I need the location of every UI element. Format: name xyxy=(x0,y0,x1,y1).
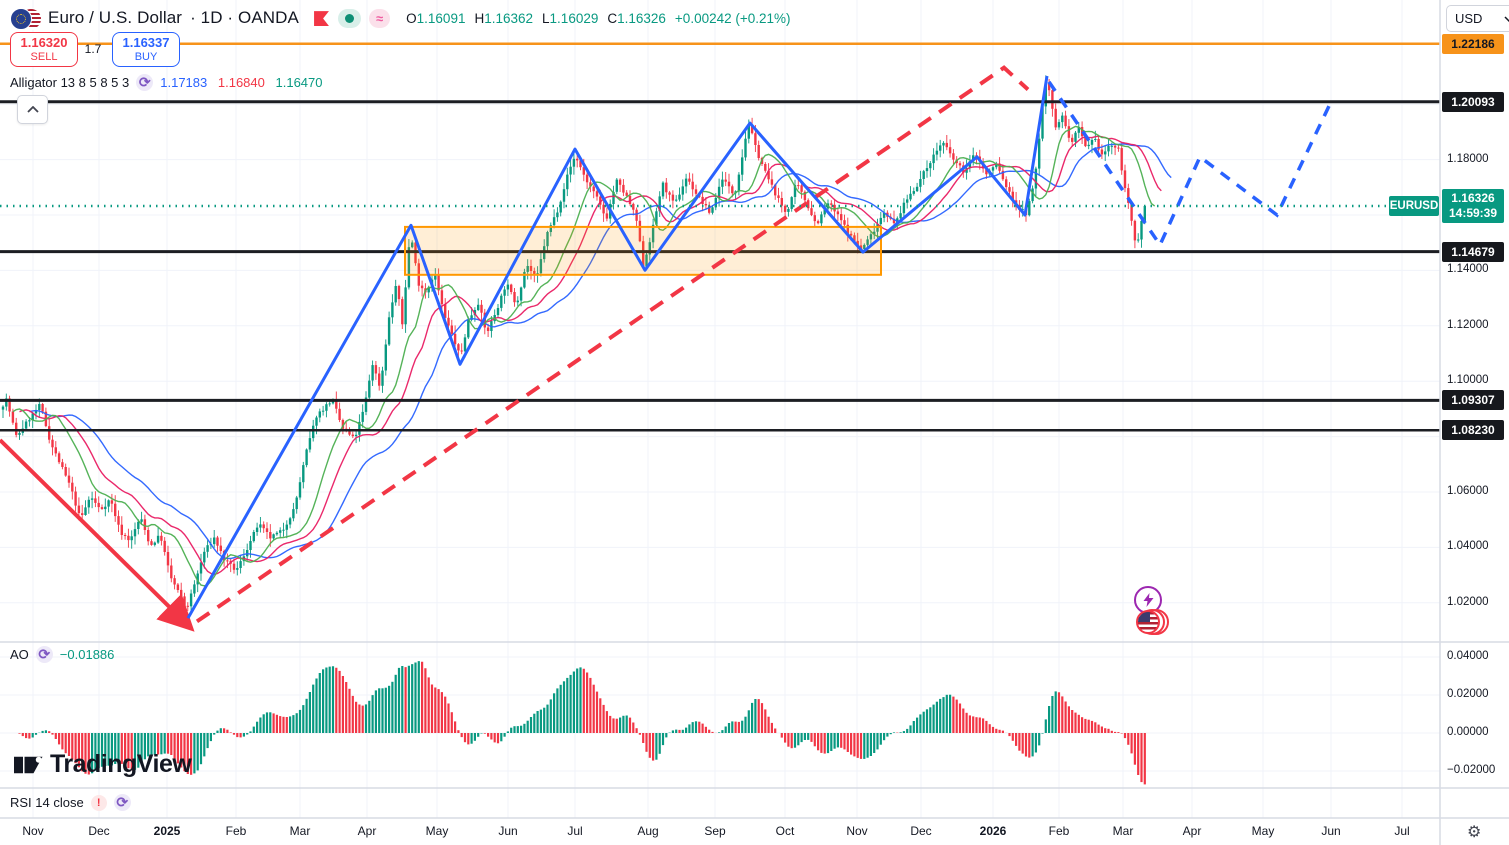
chevron-down-icon xyxy=(1504,15,1509,22)
time-axis-label-2026[interactable]: 2026 xyxy=(979,824,1007,838)
tradingview-watermark: TradingView xyxy=(14,750,192,779)
time-axis-label-Apr[interactable]: Apr xyxy=(1182,824,1202,838)
drawings xyxy=(0,65,1334,632)
time-axis-label-May[interactable]: May xyxy=(425,824,449,838)
alligator-title: Alligator 13 8 5 8 5 3 xyxy=(10,75,130,90)
blue-dashed-projection xyxy=(1047,80,1334,249)
ohlc-readout: O1.16091 H1.16362 L1.16029 C1.16326 +0.0… xyxy=(406,10,791,26)
ao-histogram xyxy=(18,661,1146,785)
time-axis-label-2025[interactable]: 2025 xyxy=(153,824,181,838)
rsi-legend[interactable]: RSI 14 close ! ⟳ xyxy=(10,794,131,811)
time-axis-label-Sep[interactable]: Sep xyxy=(704,824,726,838)
time-axis-label-Jul[interactable]: Jul xyxy=(1394,824,1410,838)
time-axis-label-Mar[interactable]: Mar xyxy=(289,824,311,838)
timeframe-label[interactable]: · 1D · OANDA xyxy=(190,8,299,27)
ao-legend[interactable]: AO ⟳ −0.01886 xyxy=(10,646,114,663)
collapse-pane-button[interactable] xyxy=(17,95,48,124)
ao-title: AO xyxy=(10,647,29,662)
red-impulse-arrow xyxy=(0,438,195,632)
time-axis-label-Jun[interactable]: Jun xyxy=(1321,824,1341,838)
price-label-1.14679[interactable]: 1.14679 xyxy=(1442,241,1504,262)
watermark-brand: TradingView xyxy=(50,750,192,778)
price-tick: 1.14000 xyxy=(1447,263,1489,276)
price-label-1.08230[interactable]: 1.08230 xyxy=(1442,420,1504,441)
rsi-title: RSI 14 close xyxy=(10,795,84,810)
chevron-up-icon xyxy=(26,106,39,113)
time-axis-label-Nov[interactable]: Nov xyxy=(22,824,44,838)
time-axis-label-Jun[interactable]: Jun xyxy=(498,824,518,838)
candlestick-layer xyxy=(1,75,1146,615)
ao-tick: 0.04000 xyxy=(1447,650,1489,662)
buy-button[interactable]: 1.16337 BUY xyxy=(112,32,180,67)
bar-countdown: 14:59:39 xyxy=(1448,206,1498,220)
ao-value: −0.01886 xyxy=(59,647,115,662)
currency-dropdown[interactable]: USD xyxy=(1446,5,1509,32)
price-tick: 1.06000 xyxy=(1447,485,1489,498)
price-label-1.09307[interactable]: 1.09307 xyxy=(1442,390,1504,411)
axis-settings-gear-icon[interactable]: ⚙ xyxy=(1467,824,1482,841)
gridlines xyxy=(0,0,1440,818)
blue-zigzag-wave xyxy=(186,75,1049,619)
time-axis-label-Feb[interactable]: Feb xyxy=(225,824,247,838)
time-axis-label-Dec[interactable]: Dec xyxy=(910,824,932,838)
event-us-flag-icon[interactable] xyxy=(1135,609,1169,635)
current-price-symbol-tag: EURUSD xyxy=(1389,196,1439,216)
alligator-teeth-line xyxy=(19,135,1162,576)
warning-icon[interactable]: ! xyxy=(90,794,107,811)
price-tick: 1.04000 xyxy=(1447,540,1489,553)
alligator-lines xyxy=(12,125,1172,587)
price-label-1.16326[interactable]: 1.16326 14:59:39 xyxy=(1442,189,1504,223)
time-axis-label-Oct[interactable]: Oct xyxy=(775,824,795,838)
price-tick: 1.02000 xyxy=(1447,595,1489,608)
time-axis-label-Aug[interactable]: Aug xyxy=(637,824,659,838)
time-axis-label-Apr[interactable]: Apr xyxy=(357,824,377,838)
alligator-lips-line xyxy=(12,125,1156,587)
red-dashed-trendline xyxy=(195,65,1030,624)
time-axis-label-May[interactable]: May xyxy=(1251,824,1275,838)
ao-tick: 0.00000 xyxy=(1447,726,1489,738)
price-label-1.20093[interactable]: 1.20093 xyxy=(1442,91,1504,112)
alligator-jaw-line xyxy=(29,143,1172,560)
time-axis-label-Dec[interactable]: Dec xyxy=(88,824,110,838)
flag-marker-icon[interactable] xyxy=(313,10,330,27)
time-axis-label-Mar[interactable]: Mar xyxy=(1112,824,1134,838)
refresh-icon[interactable]: ⟳ xyxy=(35,646,53,663)
symbol-title[interactable]: Euro / U.S. Dollar xyxy=(48,8,183,27)
ao-tick: 0.02000 xyxy=(1447,688,1489,700)
refresh-icon[interactable]: ⟳ xyxy=(113,794,131,811)
price-tick: 1.18000 xyxy=(1447,152,1489,165)
price-label-1.22186[interactable]: 1.22186 xyxy=(1442,33,1504,54)
time-axis-label-Nov[interactable]: Nov xyxy=(846,824,868,838)
refresh-icon[interactable]: ⟳ xyxy=(136,74,154,91)
time-axis-label-Jul[interactable]: Jul xyxy=(567,824,583,838)
sell-button[interactable]: 1.16320 SELL xyxy=(10,32,78,67)
spread-value: 1.7 xyxy=(84,42,102,56)
approx-data-icon[interactable]: ≈ xyxy=(369,8,391,28)
alligator-values: 1.17183 1.16840 1.16470 xyxy=(160,75,323,90)
price-tick: 1.10000 xyxy=(1447,374,1489,387)
alligator-legend[interactable]: Alligator 13 8 5 8 5 3 ⟳ 1.17183 1.16840… xyxy=(10,74,330,91)
tradingview-logo-icon xyxy=(14,756,43,773)
key-level-lines xyxy=(0,42,1440,432)
event-lightning-icon[interactable] xyxy=(1134,586,1162,614)
ao-tick: −0.02000 xyxy=(1447,764,1496,776)
trade-panel: 1.16320 SELL 1.7 1.16337 BUY xyxy=(10,32,180,67)
market-status-icon[interactable] xyxy=(338,8,361,28)
symbol-pair-icon xyxy=(10,6,42,30)
price-tick: 1.12000 xyxy=(1447,318,1489,331)
time-axis-label-Feb[interactable]: Feb xyxy=(1048,824,1070,838)
